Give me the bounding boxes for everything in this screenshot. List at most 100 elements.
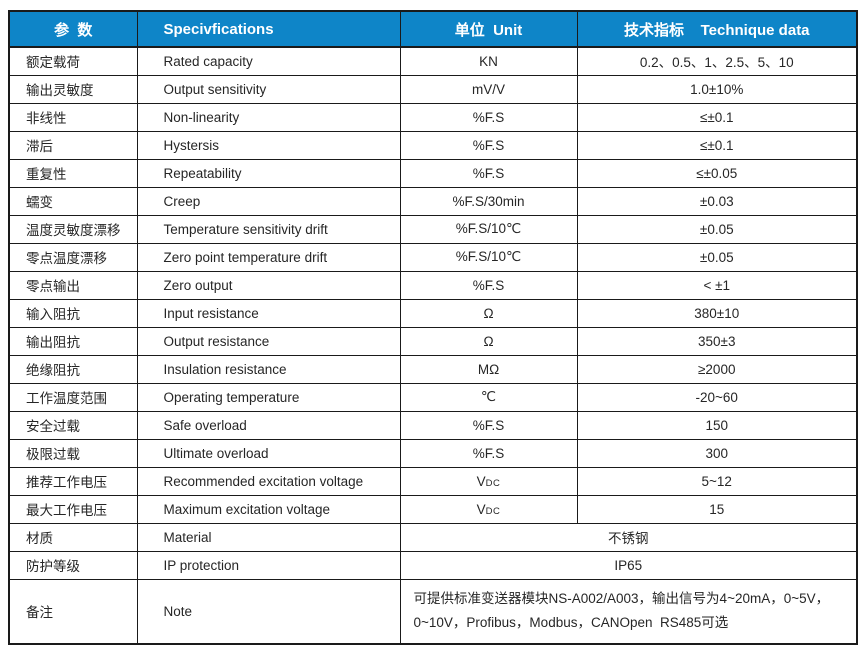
unit-cell: Ω — [399, 326, 578, 356]
value-cell: ±0.05 — [576, 214, 858, 244]
unit-cell: %F.S/10℃ — [399, 214, 578, 244]
spec-en-cell: Creep — [136, 186, 401, 216]
param-cn-cell: 额定载荷 — [8, 46, 138, 76]
table-row: 备注 Note 可提供标准变送器模块NS-A002/A003，输出信号为4~20… — [8, 578, 858, 645]
param-cn-cell: 材质 — [8, 522, 138, 552]
table-body: 额定载荷 Rated capacity KN 0.2、0.5、1、2.5、5、1… — [8, 46, 858, 645]
value-cell: 15 — [576, 494, 858, 524]
value-cell: ±0.05 — [576, 242, 858, 272]
param-cn-cell: 蠕变 — [8, 186, 138, 216]
param-cn-cell: 滞后 — [8, 130, 138, 160]
spec-en-cell: Output sensitivity — [136, 74, 401, 104]
spec-en-cell: Material — [136, 522, 401, 552]
table-row: 温度灵敏度漂移 Temperature sensitivity drift %F… — [8, 214, 858, 244]
table-row: 绝缘阻抗 Insulation resistance MΩ ≥2000 — [8, 354, 858, 384]
param-cn-cell: 输入阻抗 — [8, 298, 138, 328]
table-row: 极限过载 Ultimate overload %F.S 300 — [8, 438, 858, 468]
param-cn-cell: 零点输出 — [8, 270, 138, 300]
table-row: 额定载荷 Rated capacity KN 0.2、0.5、1、2.5、5、1… — [8, 46, 858, 76]
param-cn-cell: 推荐工作电压 — [8, 466, 138, 496]
table-row: 工作温度范围 Operating temperature ℃ -20~60 — [8, 382, 858, 412]
spec-en-cell: Hystersis — [136, 130, 401, 160]
header-row: 参 数 Specivfications 单位 Unit 技术指标 Techniq… — [8, 10, 858, 48]
table-row: 非线性 Non-linearity %F.S ≤±0.1 — [8, 102, 858, 132]
param-cn-cell: 零点温度漂移 — [8, 242, 138, 272]
unit-cell: VDC — [399, 494, 578, 524]
value-cell: ±0.03 — [576, 186, 858, 216]
unit-cell: %F.S — [399, 130, 578, 160]
unit-cell: KN — [399, 46, 578, 76]
merged-value-cell: 不锈钢 — [399, 522, 858, 552]
value-cell: -20~60 — [576, 382, 858, 412]
unit-cell: %F.S — [399, 102, 578, 132]
table-row: 零点温度漂移 Zero point temperature drift %F.S… — [8, 242, 858, 272]
unit-cell: %F.S — [399, 270, 578, 300]
table-row: 推荐工作电压 Recommended excitation voltage VD… — [8, 466, 858, 496]
table-row: 防护等级 IP protection IP65 — [8, 550, 858, 580]
spec-en-cell: Operating temperature — [136, 382, 401, 412]
value-cell: 0.2、0.5、1、2.5、5、10 — [576, 46, 858, 76]
spec-en-cell: Insulation resistance — [136, 354, 401, 384]
spec-en-cell: Rated capacity — [136, 46, 401, 76]
param-cn-cell: 输出阻抗 — [8, 326, 138, 356]
spec-en-cell: Safe overload — [136, 410, 401, 440]
spec-en-cell: IP protection — [136, 550, 401, 580]
unit-cell: ℃ — [399, 382, 578, 412]
table-row: 滞后 Hystersis %F.S ≤±0.1 — [8, 130, 858, 160]
spec-table: 参 数 Specivfications 单位 Unit 技术指标 Techniq… — [8, 10, 858, 646]
table-row: 输出阻抗 Output resistance Ω 350±3 — [8, 326, 858, 356]
param-cn-cell: 安全过载 — [8, 410, 138, 440]
table-row: 输出灵敏度 Output sensitivity mV/V 1.0±10% — [8, 74, 858, 104]
unit-cell: MΩ — [399, 354, 578, 384]
value-cell: < ±1 — [576, 270, 858, 300]
value-cell: 350±3 — [576, 326, 858, 356]
spec-en-cell: Input resistance — [136, 298, 401, 328]
unit-cell: %F.S — [399, 410, 578, 440]
spec-en-cell: Output resistance — [136, 326, 401, 356]
spec-en-cell: Recommended excitation voltage — [136, 466, 401, 496]
param-cn-cell: 防护等级 — [8, 550, 138, 580]
unit-cell: %F.S — [399, 438, 578, 468]
table-row: 蠕变 Creep %F.S/30min ±0.03 — [8, 186, 858, 216]
value-cell: 1.0±10% — [576, 74, 858, 104]
value-cell: 300 — [576, 438, 858, 468]
unit-cell: %F.S/10℃ — [399, 242, 578, 272]
table-row: 重复性 Repeatability %F.S ≤±0.05 — [8, 158, 858, 188]
col-header-param: 参 数 — [8, 10, 138, 48]
value-cell: 380±10 — [576, 298, 858, 328]
spec-en-cell: Ultimate overload — [136, 438, 401, 468]
merged-value-cell: 可提供标准变送器模块NS-A002/A003，输出信号为4~20mA，0~5V，… — [399, 578, 858, 645]
spec-en-cell: Temperature sensitivity drift — [136, 214, 401, 244]
col-header-technique-data: 技术指标 Technique data — [576, 10, 858, 48]
value-cell: ≤±0.1 — [576, 102, 858, 132]
table-row: 最大工作电压 Maximum excitation voltage VDC 15 — [8, 494, 858, 524]
unit-cell: %F.S — [399, 158, 578, 188]
param-cn-cell: 极限过载 — [8, 438, 138, 468]
spec-en-cell: Non-linearity — [136, 102, 401, 132]
value-cell: ≤±0.05 — [576, 158, 858, 188]
param-cn-cell: 输出灵敏度 — [8, 74, 138, 104]
param-cn-cell: 温度灵敏度漂移 — [8, 214, 138, 244]
table-row: 零点输出 Zero output %F.S < ±1 — [8, 270, 858, 300]
col-header-specifications: Specivfications — [136, 10, 401, 48]
value-cell: 150 — [576, 410, 858, 440]
table-row: 材质 Material 不锈钢 — [8, 522, 858, 552]
merged-value-cell: IP65 — [399, 550, 858, 580]
value-cell: ≥2000 — [576, 354, 858, 384]
spec-en-cell: Zero output — [136, 270, 401, 300]
param-cn-cell: 最大工作电压 — [8, 494, 138, 524]
table-row: 输入阻抗 Input resistance Ω 380±10 — [8, 298, 858, 328]
param-cn-cell: 绝缘阻抗 — [8, 354, 138, 384]
unit-cell: VDC — [399, 466, 578, 496]
col-header-unit: 单位 Unit — [399, 10, 578, 48]
param-cn-cell: 备注 — [8, 578, 138, 645]
spec-en-cell: Note — [136, 578, 401, 645]
spec-en-cell: Zero point temperature drift — [136, 242, 401, 272]
unit-cell: mV/V — [399, 74, 578, 104]
spec-en-cell: Repeatability — [136, 158, 401, 188]
unit-cell: Ω — [399, 298, 578, 328]
spec-en-cell: Maximum excitation voltage — [136, 494, 401, 524]
param-cn-cell: 非线性 — [8, 102, 138, 132]
param-cn-cell: 重复性 — [8, 158, 138, 188]
